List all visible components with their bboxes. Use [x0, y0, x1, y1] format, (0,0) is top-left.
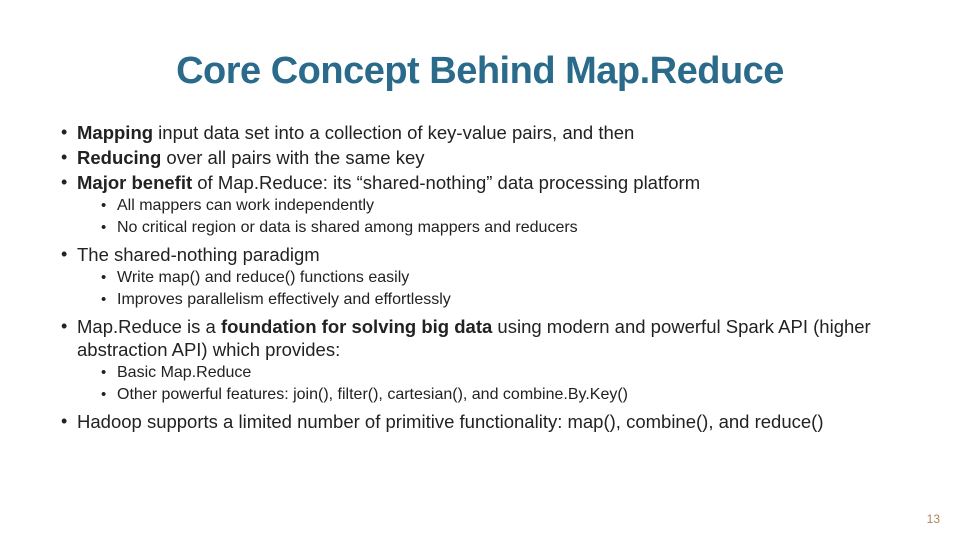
sub-bullet-item: Improves parallelism effectively and eff…: [77, 290, 905, 311]
bullet-item: Hadoop supports a limited number of prim…: [55, 410, 905, 433]
sub-bullet-item: Other powerful features: join(), filter(…: [77, 385, 905, 406]
slide: Core Concept Behind Map.Reduce Mapping i…: [0, 0, 960, 540]
page-number: 13: [927, 512, 940, 526]
body-text: of Map.Reduce: its “shared-nothing” data…: [192, 172, 700, 193]
sub-bullet-list: All mappers can work independently No cr…: [77, 196, 905, 239]
bold-text: Mapping: [77, 122, 153, 143]
body-text: Hadoop supports a limited number of prim…: [77, 411, 824, 432]
sub-bullet-list: Write map() and reduce() functions easil…: [77, 268, 905, 311]
bold-text: Major benefit: [77, 172, 192, 193]
bullet-list: Mapping input data set into a collection…: [55, 121, 905, 433]
body-text: Map.Reduce is a: [77, 316, 221, 337]
sub-bullet-list: Basic Map.Reduce Other powerful features…: [77, 363, 905, 406]
body-text: The shared-nothing paradigm: [77, 244, 320, 265]
bullet-item: Mapping input data set into a collection…: [55, 121, 905, 144]
slide-title: Core Concept Behind Map.Reduce: [55, 50, 905, 93]
sub-bullet-item: Write map() and reduce() functions easil…: [77, 268, 905, 289]
body-text: over all pairs with the same key: [161, 147, 424, 168]
bold-text: foundation for solving big data: [221, 316, 492, 337]
bullet-item: Reducing over all pairs with the same ke…: [55, 146, 905, 169]
sub-bullet-item: All mappers can work independently: [77, 196, 905, 217]
bullet-item: Map.Reduce is a foundation for solving b…: [55, 315, 905, 406]
sub-bullet-item: Basic Map.Reduce: [77, 363, 905, 384]
sub-bullet-item: No critical region or data is shared amo…: [77, 218, 905, 239]
bullet-item: The shared-nothing paradigm Write map() …: [55, 243, 905, 311]
body-text: input data set into a collection of key-…: [153, 122, 634, 143]
bold-text: Reducing: [77, 147, 161, 168]
bullet-item: Major benefit of Map.Reduce: its “shared…: [55, 171, 905, 239]
